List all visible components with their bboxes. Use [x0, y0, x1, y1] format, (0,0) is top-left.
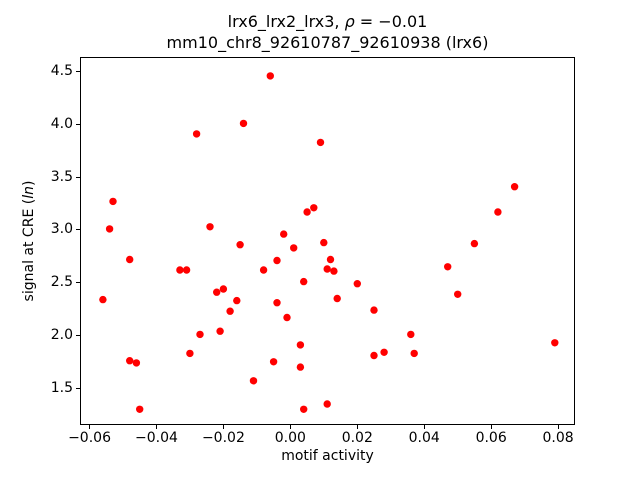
scatter-point: [320, 238, 328, 247]
y-tick-label: 4.5: [50, 63, 73, 80]
plot-title-line-2: mm10_chr8_92610787_92610938 (lrx6): [166, 33, 489, 52]
scatter-point: [239, 119, 248, 128]
y-tick-label: 3.0: [50, 221, 73, 238]
scatter-point: [370, 351, 378, 360]
scatter-point: [290, 244, 298, 252]
x-axis-label: motif activity: [281, 448, 374, 464]
x-tick-mark: [557, 425, 559, 429]
y-tick-label: 1.5: [50, 379, 73, 396]
scatter-point: [126, 255, 134, 264]
x-tick-label: 0.00: [274, 430, 306, 446]
y-axis-label: signal at CRE (ln): [21, 181, 37, 302]
y-tick-mark: [76, 71, 80, 73]
scatter-point: [182, 266, 191, 274]
y-tick-label: 4.0: [50, 115, 73, 132]
x-tick-label: 0.06: [475, 430, 507, 446]
axes-frame: [80, 57, 575, 425]
y-axis-label-ln: ln: [21, 186, 37, 199]
scatter-point: [99, 295, 107, 304]
scatter-point: [300, 277, 308, 286]
scatter-point: [126, 357, 134, 365]
x-tick-label: −0.04: [135, 430, 178, 446]
scatter-point: [233, 296, 241, 305]
scatter-point: [370, 306, 378, 314]
scatter-point: [192, 130, 201, 138]
scatter-point: [353, 280, 361, 288]
scatter-point: [196, 330, 204, 339]
x-tick-mark: [89, 425, 91, 429]
x-tick-label: 0.08: [542, 430, 574, 446]
scatter-point: [323, 265, 331, 273]
x-tick-mark: [490, 425, 492, 429]
scatter-point: [296, 363, 305, 371]
scatter-point: [283, 313, 291, 322]
scatter-point: [266, 72, 274, 80]
y-tick-mark: [76, 176, 80, 178]
scatter-point: [444, 263, 452, 271]
scatter-point: [219, 285, 228, 293]
y-axis-label-paren: ): [21, 180, 37, 187]
scatter-point: [236, 241, 244, 249]
scatter-point: [310, 204, 318, 212]
y-tick-label: 3.5: [50, 168, 73, 185]
scatter-point: [176, 266, 184, 274]
scatter-point: [407, 330, 415, 339]
scatter-point: [216, 327, 224, 335]
scatter-point: [226, 307, 234, 315]
plot-title: lrx6_lrx2_lrx3, ρ = −0.01 mm10_chr8_9261…: [80, 11, 575, 53]
y-tick-label: 2.0: [50, 326, 73, 343]
scatter-point: [303, 208, 311, 216]
x-tick-mark: [423, 425, 425, 429]
scatter-point: [323, 400, 331, 408]
scatter-point: [132, 359, 141, 367]
scatter-point: [109, 197, 117, 206]
x-tick-label: 0.04: [408, 430, 440, 446]
plot-title-line-1: lrx6_lrx2_lrx3, ρ = −0.01: [80, 11, 575, 32]
scatter-point: [273, 256, 281, 265]
y-axis-label-text: signal at CRE (: [21, 198, 37, 302]
scatter-point: [333, 294, 341, 303]
x-tick-mark: [222, 425, 224, 429]
scatter-point: [249, 377, 258, 385]
scatter-point: [213, 288, 221, 296]
scatter-point: [259, 266, 268, 274]
scatter-point: [280, 230, 288, 238]
scatter-point: [136, 405, 144, 413]
title-text: lrx6_lrx2_lrx3,: [227, 12, 345, 31]
scatter-point: [296, 341, 305, 349]
scatter-point: [105, 225, 114, 233]
scatter-point: [186, 349, 194, 358]
scatter-point: [380, 348, 388, 356]
scatter-point: [206, 223, 214, 231]
scatter-point: [300, 405, 308, 413]
y-tick-mark: [76, 229, 80, 231]
scatter-point: [316, 138, 325, 147]
x-tick-label: 0.02: [341, 430, 373, 446]
x-tick-mark: [155, 425, 157, 429]
x-tick-mark: [356, 425, 358, 429]
scatter-point: [470, 239, 479, 248]
title-correlation-value: = −0.01: [354, 12, 428, 31]
scatter-point: [410, 349, 418, 358]
scatter-point: [551, 339, 559, 347]
y-tick-mark: [76, 334, 80, 336]
scatter-point: [510, 183, 519, 191]
scatter-point: [494, 208, 502, 216]
x-tick-mark: [289, 425, 291, 429]
title-rho-symbol: ρ: [344, 12, 355, 31]
scatter-point: [326, 255, 335, 264]
y-tick-mark: [76, 282, 80, 284]
y-tick-label: 2.5: [50, 274, 73, 291]
x-tick-label: −0.06: [68, 430, 111, 446]
scatter-point: [269, 358, 278, 366]
scatter-point: [330, 267, 338, 275]
y-tick-mark: [76, 387, 80, 389]
scatter-point: [273, 299, 281, 307]
scatter-point: [454, 290, 462, 298]
x-tick-label: −0.02: [201, 430, 245, 446]
y-tick-mark: [76, 123, 80, 125]
